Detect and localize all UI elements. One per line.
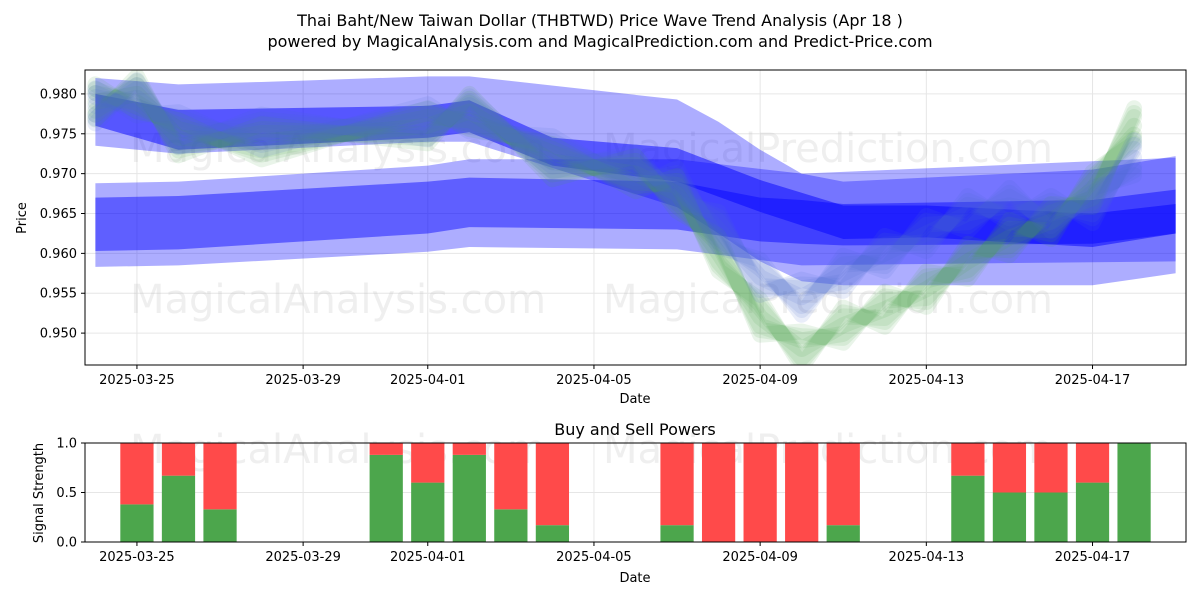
sell-bar bbox=[951, 443, 985, 476]
price-chart-frame bbox=[84, 69, 1187, 366]
price-wave-4-3 bbox=[87, 77, 1143, 349]
signal-y-tick-label: 0.0 bbox=[56, 536, 77, 551]
sell-bar bbox=[411, 443, 445, 483]
signal-x-tick-label: 2025-04-13 bbox=[889, 550, 965, 565]
price-wave-5-0 bbox=[87, 80, 1143, 323]
price-wave-4-5 bbox=[87, 81, 1143, 365]
price-y-tick-label: 0.970 bbox=[40, 167, 77, 182]
buy-bar bbox=[535, 525, 570, 542]
sell-bar bbox=[203, 443, 237, 510]
price-wave-5-6 bbox=[87, 77, 1143, 299]
price-band-1 bbox=[95, 157, 1176, 267]
signal-x-tick-label: 2025-04-01 bbox=[390, 550, 466, 565]
price-y-tick-label: 0.965 bbox=[40, 207, 77, 222]
sell-bar bbox=[826, 443, 860, 526]
watermark-text: MagicalPrediction.com bbox=[603, 277, 1053, 323]
sell-bar bbox=[743, 443, 777, 542]
price-chart-x-label: Date bbox=[619, 392, 650, 407]
buy-bar bbox=[411, 482, 445, 542]
price-y-tick-label: 0.975 bbox=[40, 127, 77, 142]
price-wave-4-0 bbox=[87, 76, 1143, 365]
sell-bar bbox=[369, 443, 403, 455]
sell-bar bbox=[120, 443, 154, 505]
watermark-text: MagicalAnalysis.com bbox=[130, 277, 546, 323]
price-x-tick-label: 2025-04-01 bbox=[390, 373, 466, 388]
signal-chart-x-ticks: 2025-03-25 2025-03-29 2025-04-01 2025-04-05… bbox=[99, 542, 1130, 565]
sell-bar bbox=[452, 443, 486, 455]
buy-bar bbox=[826, 525, 860, 542]
figure-title: Thai Baht/New Taiwan Dollar (THBTWD) Pri… bbox=[296, 11, 903, 30]
figure-subtitle: powered by MagicalAnalysis.com and Magic… bbox=[267, 32, 932, 51]
sell-bar bbox=[785, 443, 819, 542]
sell-bar bbox=[1034, 443, 1068, 493]
price-wave-4-1 bbox=[87, 85, 1143, 365]
signal-x-tick-label: 2025-03-29 bbox=[265, 550, 341, 565]
signal-x-tick-label: 2025-03-25 bbox=[99, 550, 175, 565]
price-x-tick-label: 2025-04-09 bbox=[722, 373, 798, 388]
price-x-tick-label: 2025-03-25 bbox=[99, 373, 175, 388]
price-series-group bbox=[87, 70, 1176, 365]
buy-bar bbox=[203, 509, 237, 542]
price-x-tick-label: 2025-04-05 bbox=[556, 373, 632, 388]
signal-chart: Buy and Sell Powers MagicalAnalysis.comM… bbox=[32, 420, 1187, 586]
signal-x-tick-label: 2025-04-17 bbox=[1055, 550, 1131, 565]
price-wave-5-4 bbox=[87, 72, 1143, 303]
sell-bar bbox=[992, 443, 1027, 493]
sell-bar bbox=[535, 443, 570, 526]
price-band-3 bbox=[95, 93, 1176, 248]
signal-chart-title: Buy and Sell Powers bbox=[554, 420, 716, 439]
buy-bar bbox=[161, 475, 196, 542]
price-y-tick-label: 0.955 bbox=[40, 287, 77, 302]
price-x-tick-label: 2025-04-13 bbox=[889, 373, 965, 388]
signal-chart-bars bbox=[120, 443, 1151, 542]
sell-bar bbox=[494, 443, 528, 510]
price-wave-5-5 bbox=[87, 85, 1143, 318]
buy-bar bbox=[494, 509, 528, 542]
sell-bar bbox=[1075, 443, 1110, 483]
signal-chart-y-label: Signal Strength bbox=[32, 443, 47, 543]
price-chart-y-label: Price bbox=[15, 202, 30, 234]
price-chart-y-ticks: 0.950 0.955 0.960 0.965 0.970 0.975 0.980 bbox=[40, 87, 85, 342]
price-wave-5-2 bbox=[87, 89, 1143, 306]
price-wave-4-2 bbox=[87, 85, 1143, 358]
price-wave-4-6 bbox=[87, 73, 1143, 346]
sell-bar bbox=[161, 443, 196, 476]
buy-bar bbox=[992, 492, 1027, 542]
buy-bar bbox=[660, 525, 694, 542]
price-wave-5-3 bbox=[87, 81, 1143, 297]
buy-bar bbox=[1034, 492, 1068, 542]
price-y-tick-label: 0.960 bbox=[40, 247, 77, 262]
signal-y-tick-label: 0.5 bbox=[56, 486, 77, 501]
buy-bar bbox=[452, 454, 486, 542]
price-wave-4-4 bbox=[87, 70, 1143, 351]
buy-bar bbox=[1075, 482, 1110, 542]
buy-bar bbox=[120, 504, 154, 542]
price-y-tick-label: 0.980 bbox=[40, 87, 77, 102]
price-x-tick-label: 2025-04-17 bbox=[1055, 373, 1131, 388]
price-wave-5-1 bbox=[87, 89, 1143, 314]
buy-bar bbox=[369, 454, 403, 542]
sell-bar bbox=[701, 443, 736, 542]
price-chart-x-ticks: 2025-03-25 2025-03-29 2025-04-01 2025-04-05… bbox=[99, 365, 1130, 388]
buy-bar bbox=[951, 475, 985, 542]
price-chart-grid bbox=[85, 70, 1186, 365]
signal-x-tick-label: 2025-04-05 bbox=[556, 550, 632, 565]
sell-bar bbox=[660, 443, 694, 526]
signal-y-tick-label: 1.0 bbox=[56, 437, 77, 452]
price-x-tick-label: 2025-03-29 bbox=[265, 373, 341, 388]
price-chart: MagicalAnalysis.com MagicalPrediction.com… bbox=[15, 69, 1187, 407]
signal-chart-x-label: Date bbox=[619, 571, 650, 586]
signal-x-tick-label: 2025-04-09 bbox=[722, 550, 798, 565]
price-chart-bands bbox=[87, 70, 1176, 365]
signal-chart-y-ticks: 0.0 0.5 1.0 bbox=[56, 437, 85, 551]
buy-bar bbox=[1117, 443, 1151, 542]
price-y-tick-label: 0.950 bbox=[40, 327, 77, 342]
